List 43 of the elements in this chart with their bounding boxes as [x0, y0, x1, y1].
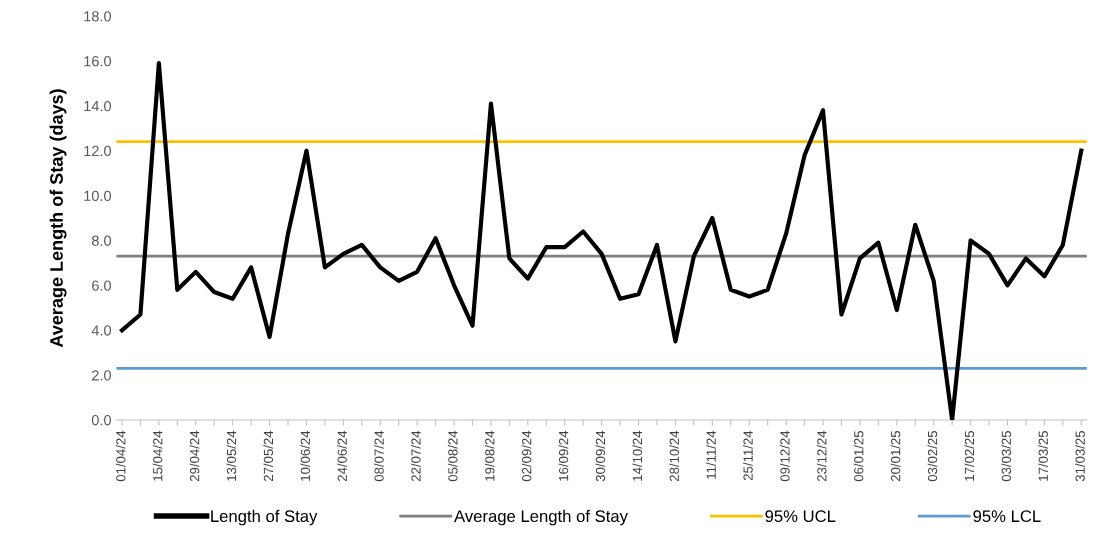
x-tick-label: 19/08/24 — [484, 430, 495, 481]
y-tick-label: 6.0 — [92, 280, 112, 291]
y-tick-label: 12.0 — [84, 145, 112, 157]
x-tick-label: 25/11/24 — [743, 430, 753, 481]
y-tick-label: 16.0 — [84, 56, 112, 67]
x-tick-label: 29/04/24 — [189, 430, 200, 482]
legend-label: Length of Stay — [211, 509, 318, 526]
x-tick-label: 09/12/24 — [779, 430, 790, 482]
y-tick-label: 0.0 — [91, 415, 112, 426]
x-tick-label: 05/08/24 — [447, 430, 458, 482]
x-tick-label: 08/07/24 — [374, 430, 384, 482]
y-tick-label: 8.0 — [91, 235, 112, 246]
x-tick-label: 02/09/24 — [521, 430, 532, 482]
legend-label: 95% UCL — [765, 510, 836, 523]
x-tick-label: 03/03/25 — [1001, 430, 1012, 482]
line-series — [119, 61, 1084, 420]
x-tick-label: 11/11/24 — [706, 430, 716, 479]
x-tick-label: 06/01/25 — [853, 430, 864, 482]
x-tick-label: 03/02/25 — [927, 430, 938, 482]
x-tick-label: 23/12/24 — [816, 430, 827, 482]
y-tick-label: 4.0 — [91, 325, 112, 336]
x-tick-label: 10/06/24 — [300, 430, 310, 481]
x-tick-label: 17/03/25 — [1038, 430, 1048, 481]
x-tick-label: 28/10/24 — [669, 430, 679, 482]
x-tick-label: 31/03/25 — [1075, 430, 1085, 482]
y-tick-label: 14.0 — [84, 100, 112, 112]
x-tick-label: 15/04/24 — [152, 430, 163, 481]
x-tick-label: 20/01/25 — [890, 430, 901, 482]
x-tick-label: 16/09/24 — [558, 430, 569, 481]
y-axis-title: Average Length of Stay (days) — [49, 89, 67, 348]
x-tick-label: 17/02/25 — [964, 430, 975, 481]
x-tick-label: 27/05/24 — [263, 430, 274, 482]
x-tick-label: 14/10/24 — [632, 430, 643, 481]
x-tick-label: 30/09/24 — [595, 430, 606, 482]
y-tick-label: 18.0 — [84, 11, 112, 22]
x-tick-label: 22/07/24 — [411, 430, 421, 482]
x-tick-label: 01/04/24 — [115, 430, 126, 482]
y-tick-label: 2.0 — [92, 370, 112, 381]
y-tick-label: 10.0 — [84, 190, 112, 201]
x-tick-label: 13/05/24 — [226, 430, 237, 481]
legend-label: Average Length of Stay — [454, 509, 628, 526]
legend-label: 95% LCL — [973, 510, 1041, 523]
x-tick-label: 24/06/24 — [337, 430, 347, 482]
